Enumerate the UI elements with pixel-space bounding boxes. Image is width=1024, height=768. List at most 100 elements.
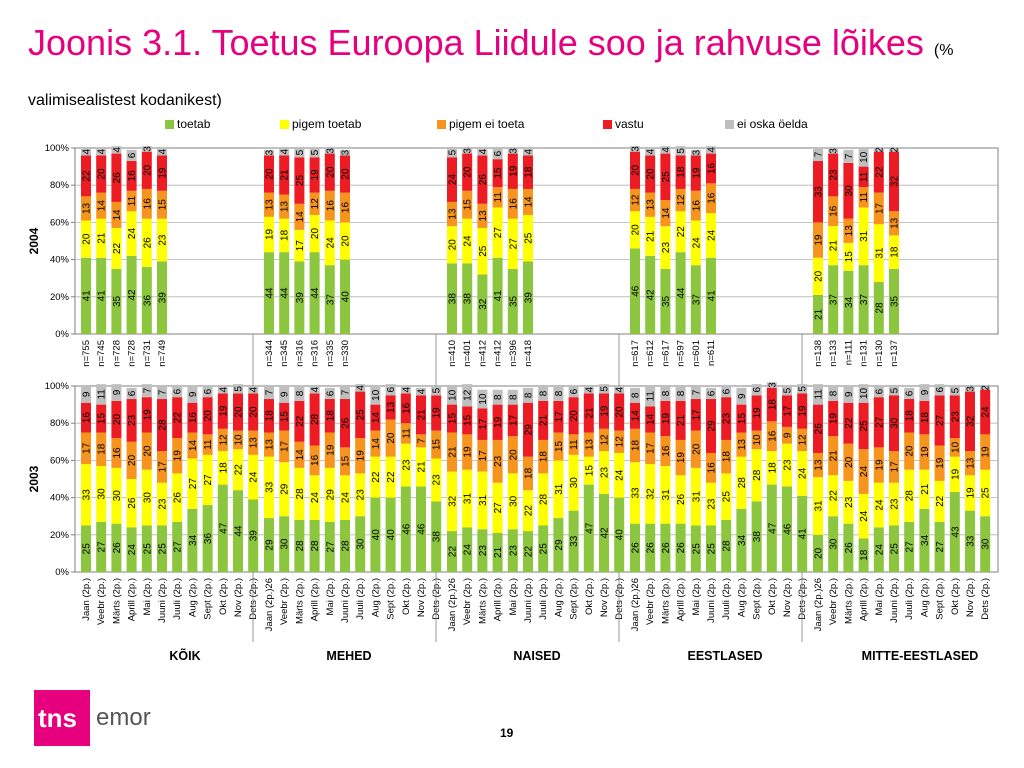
bar-segment <box>645 255 656 334</box>
data-label: 6 <box>493 150 504 156</box>
data-label: 18 <box>280 229 291 241</box>
x-tick-label: n=330 <box>340 340 351 367</box>
data-label: 35 <box>508 295 519 307</box>
data-label: 14 <box>661 207 672 219</box>
bar-segment <box>660 436 671 466</box>
data-label: 12 <box>600 434 611 446</box>
data-label: 8 <box>661 390 672 396</box>
data-label: 20 <box>814 270 825 282</box>
bar-segment <box>202 386 213 398</box>
data-label: 26 <box>631 542 642 554</box>
data-label: 20 <box>234 406 245 418</box>
data-label: 25 <box>524 232 535 244</box>
bar-segment <box>523 214 533 262</box>
data-label: 32 <box>890 175 901 187</box>
data-label: 2 <box>874 147 885 153</box>
data-label: 6 <box>127 152 138 158</box>
data-label: 3 <box>767 382 778 388</box>
data-label: 44 <box>265 287 276 299</box>
bar-segment <box>431 395 442 431</box>
x-tick-label: Nov (2p.) <box>416 578 427 617</box>
data-label: 17 <box>874 202 885 214</box>
bar-segment <box>965 510 975 572</box>
bar-segment <box>462 148 473 154</box>
bar-segment <box>690 220 701 266</box>
data-label: 25 <box>82 543 93 555</box>
data-label: 13 <box>265 439 276 451</box>
data-label: 28 <box>539 493 550 505</box>
data-label: 11 <box>401 428 412 439</box>
bar-segment <box>157 190 167 219</box>
data-label: 19 <box>218 405 229 417</box>
bar-segment <box>126 387 137 400</box>
data-label: 15 <box>448 413 459 425</box>
bar-segment <box>690 467 701 526</box>
data-label: 28 <box>295 488 306 500</box>
bar-segment <box>889 235 899 269</box>
bar-segment <box>889 148 899 152</box>
bar-segment <box>385 384 396 396</box>
bar-segment <box>416 486 426 572</box>
bar-segment <box>111 153 122 202</box>
data-label: 23 <box>508 545 519 557</box>
x-tick-label: n=345 <box>279 340 290 367</box>
bar-segment <box>980 516 991 572</box>
data-label: 9 <box>920 389 931 395</box>
bar-segment <box>141 146 152 152</box>
data-label: 12 <box>218 434 229 446</box>
x-tick-label: Märts (2p.) <box>294 578 305 624</box>
y-tick-label: 0% <box>55 567 69 578</box>
data-label: 26 <box>127 497 138 509</box>
x-tick-label: n=344 <box>264 340 275 367</box>
bar-segment <box>568 434 579 455</box>
bar-segment <box>721 397 732 440</box>
data-label: 24 <box>691 237 702 249</box>
data-label: 37 <box>325 294 336 306</box>
data-label: 19 <box>814 234 825 246</box>
data-label: 6 <box>173 388 184 394</box>
data-label: 27 <box>935 414 946 426</box>
bar-segment <box>279 402 290 431</box>
x-tick-label: n=745 <box>96 340 107 367</box>
bar-segment <box>279 194 290 219</box>
bar-segment <box>706 482 716 526</box>
plot-frame <box>74 385 999 573</box>
bar-segment <box>630 211 640 249</box>
data-label: 16 <box>401 402 412 414</box>
bar-segment <box>919 434 930 470</box>
bar-segment <box>355 438 366 474</box>
bar-segment <box>202 454 213 506</box>
bar-segment <box>828 475 839 517</box>
legend-label: pigem toetab <box>292 117 362 131</box>
bar-segment <box>630 523 640 572</box>
data-label: 40 <box>615 529 626 541</box>
data-label: 5 <box>432 387 443 393</box>
bar-segment <box>462 153 473 191</box>
data-label: 6 <box>874 388 885 394</box>
data-label: 5 <box>676 148 687 154</box>
bar-segment <box>828 386 839 401</box>
data-label: 27 <box>97 541 108 553</box>
data-label: 16 <box>691 200 702 212</box>
bar-segment <box>904 521 915 572</box>
data-label: 6 <box>203 388 214 394</box>
data-label: 15 <box>554 440 565 452</box>
data-label: 20 <box>265 168 276 180</box>
bar-segment <box>721 386 732 398</box>
bar-segment <box>340 155 350 193</box>
bar-segment <box>949 438 960 457</box>
data-label: 16 <box>325 200 336 212</box>
title-subtitle: (% valimisealistest kodanikest) <box>28 42 954 109</box>
data-label: 25 <box>478 245 489 257</box>
data-label: 20 <box>691 443 702 455</box>
data-label: 4 <box>158 149 169 155</box>
data-label: 19 <box>691 167 702 179</box>
x-tick-label: Veebr (2p.) <box>96 578 107 625</box>
x-tick-label: n=412 <box>493 340 504 367</box>
bar-segment <box>751 430 762 450</box>
bar-segment <box>141 432 152 470</box>
x-tick-label: Märts (2p.) <box>111 578 122 624</box>
bar-segment <box>843 270 854 334</box>
bar-segment <box>96 155 107 193</box>
data-label: 23 <box>890 498 901 510</box>
